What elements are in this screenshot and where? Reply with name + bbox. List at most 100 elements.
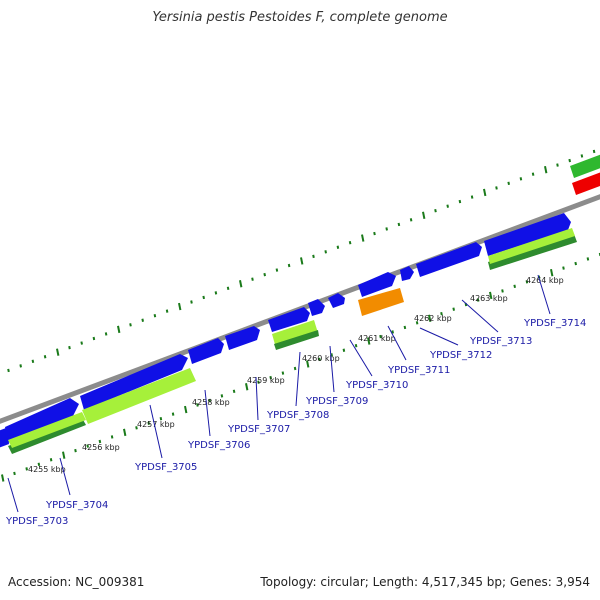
gene-label[interactable]: YPDSF_3712 (429, 350, 492, 361)
inner-tick (354, 343, 358, 348)
outer-tick (336, 245, 340, 249)
forward-gene[interactable] (188, 338, 224, 364)
inner-tick (98, 439, 102, 444)
outer-tick (531, 172, 535, 176)
gene-label[interactable]: YPDSF_3704 (45, 500, 108, 511)
forward-gene[interactable] (328, 293, 345, 308)
outer-tick (580, 154, 584, 158)
gene-leader-line (419, 327, 459, 346)
inner-tick (159, 416, 163, 421)
scale-label: 4256 kbp (82, 443, 120, 452)
orange-feature[interactable] (358, 288, 404, 316)
outer-tick (409, 218, 413, 222)
inner-tick-ring (1, 252, 600, 482)
forward-gene[interactable] (225, 326, 260, 350)
gene-label[interactable]: YPDSF_3709 (305, 396, 368, 407)
reverse-gene-light[interactable] (488, 228, 575, 264)
gene-leader-line (295, 351, 301, 407)
inner-tick (513, 284, 516, 289)
forward-gene[interactable] (416, 242, 482, 277)
scale-labels: 4255 kbp 4256 kbp 4257 kbp 4258 kbp 4259 kbp… (28, 276, 564, 474)
scale-label: 4264 kbp (526, 276, 564, 285)
outer-tick (117, 325, 121, 334)
forward-gene[interactable] (80, 354, 188, 410)
outer-tick (31, 359, 35, 364)
outer-tick (214, 291, 218, 295)
inner-tick (245, 383, 249, 391)
forward-gene[interactable] (400, 266, 414, 281)
gene-label[interactable]: YPDSF_3705 (134, 462, 197, 473)
inner-tick (13, 471, 16, 476)
outer-tick (165, 309, 169, 313)
outer-tick (507, 181, 510, 186)
inner-tick (62, 451, 66, 459)
genome-summary-text: Topology: circular; Length: 4,517,345 bp… (260, 575, 590, 589)
outer-tick (226, 286, 230, 291)
gene-label[interactable]: YPDSF_3710 (345, 380, 408, 391)
gene-leader-line (149, 404, 163, 459)
outer-tick (434, 209, 437, 213)
inner-tick (232, 389, 236, 394)
scale-label: 4258 kbp (192, 398, 230, 407)
outer-tick (348, 240, 352, 245)
outer-tick (129, 323, 132, 327)
outer-tick (483, 188, 487, 197)
outer-tick (275, 268, 279, 272)
reverse-gene-light[interactable] (82, 368, 196, 424)
gene-label[interactable]: YPDSF_3714 (523, 318, 586, 329)
gene-leader-line (329, 345, 335, 393)
inner-tick (562, 266, 565, 270)
forward-gene[interactable] (5, 398, 79, 443)
reverse-gene-dark[interactable] (274, 330, 319, 350)
gene-label[interactable]: YPDSF_3711 (387, 365, 450, 376)
inner-tick (281, 371, 285, 375)
gene-label[interactable]: YPDSF_3708 (266, 410, 329, 421)
forward-gene-track (0, 213, 571, 448)
outer-tick (202, 295, 205, 300)
outer-tick (190, 300, 193, 304)
reverse-gene-light[interactable] (8, 412, 86, 448)
inner-tick (110, 435, 114, 439)
inner-tick (49, 458, 53, 462)
outer-tick (300, 257, 304, 265)
reverse-gene-top-right[interactable] (570, 154, 600, 178)
inner-tick (147, 421, 150, 425)
outer-tick (312, 254, 315, 259)
scale-label: 4259 kbp (247, 376, 285, 385)
outer-tick-ring (7, 149, 596, 373)
inner-tick (257, 380, 260, 384)
forward-gene[interactable] (268, 307, 310, 332)
gene-label[interactable]: YPDSF_3707 (227, 424, 290, 435)
gene-leader-line (204, 389, 211, 437)
inner-tick (86, 444, 89, 448)
gene-label[interactable]: YPDSF_3713 (469, 336, 532, 347)
scale-label: 4260 kbp (302, 354, 340, 363)
reverse-gene-track (8, 228, 577, 454)
inner-tick (476, 298, 480, 302)
inner-tick (269, 375, 272, 380)
outer-tick (56, 348, 60, 356)
scale-label: 4261 kbp (358, 334, 396, 343)
inner-tick (415, 321, 419, 325)
inner-tick (379, 334, 382, 339)
inner-tick (440, 312, 443, 316)
inner-tick (574, 261, 577, 266)
inner-tick (452, 307, 455, 311)
outer-tick (104, 332, 108, 336)
gene-label[interactable]: YPDSF_3703 (5, 516, 68, 527)
forward-gene[interactable] (358, 272, 396, 297)
outer-tick (373, 231, 376, 236)
forward-gene[interactable] (484, 213, 571, 256)
reverse-gene-dark[interactable] (488, 234, 577, 270)
outer-tick (239, 280, 243, 288)
outer-tick (287, 263, 291, 268)
inner-tick (330, 353, 333, 357)
inner-tick (489, 291, 493, 300)
outer-tick (446, 204, 449, 208)
outer-tick (141, 318, 144, 322)
orange-feature-top-right[interactable] (572, 171, 600, 195)
outer-tick (422, 211, 426, 219)
forward-gene[interactable] (308, 299, 325, 316)
outer-tick (19, 364, 22, 368)
gene-label[interactable]: YPDSF_3706 (187, 440, 250, 451)
